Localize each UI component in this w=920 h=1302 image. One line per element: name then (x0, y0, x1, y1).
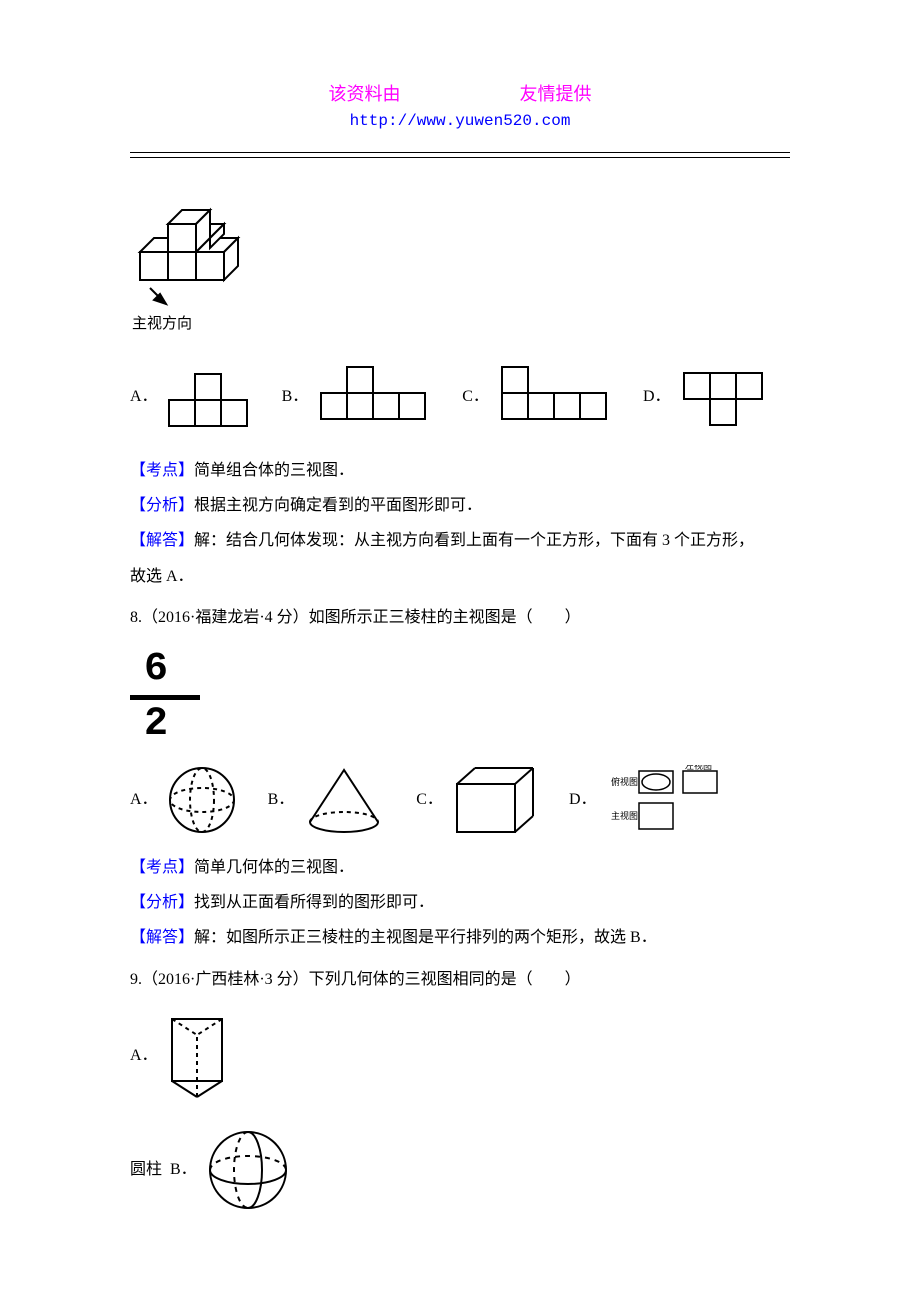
q7-option-c-figure (495, 359, 615, 435)
q8-options-row: A． B． C． (130, 762, 790, 838)
q8-option-d-label: D． (569, 782, 597, 817)
three-views-icon: 俯视图 左视图 主视图 (603, 765, 723, 835)
q8-topic: 【考点】简单几何体的三视图． (130, 850, 790, 885)
q7-option-a-figure (164, 362, 254, 432)
q9-stem: 9.（2016·广西桂林·3 分）下列几何体的三视图相同的是（ ） (130, 962, 790, 997)
q7-option-b-figure (314, 359, 434, 435)
q7-option-b: B． (282, 359, 435, 435)
q7-option-a-label: A． (130, 379, 158, 414)
front-view-label: 主视图 (611, 810, 638, 821)
q8-option-c: C． (416, 762, 541, 838)
q7-answer-line2: 故选 A． (130, 559, 790, 594)
q7-option-c-label: C． (462, 379, 489, 414)
q8-option-b: B． (268, 762, 389, 838)
header-url: http://www.yuwen520.com (130, 112, 790, 130)
q7-option-b-label: B． (282, 379, 309, 414)
q8-answer-text: 解：如图所示正三棱柱的主视图是平行排列的两个矩形，故选 B． (194, 929, 657, 946)
topic-label: 【考点】 (130, 462, 194, 479)
sphere-icon (164, 762, 240, 838)
q7-option-d-figure (677, 359, 777, 435)
q7-topic: 【考点】简单组合体的三视图． (130, 453, 790, 488)
q8-option-a-label: A． (130, 782, 158, 817)
side-view-label: 左视图 (685, 765, 712, 771)
divider-bottom (130, 157, 790, 158)
q8-topic-text: 简单几何体的三视图． (194, 859, 354, 876)
analysis-label: 【分析】 (130, 894, 194, 911)
q7-answer-line1: 【解答】解：结合几何体发现：从主视方向看到上面有一个正方形，下面有 3 个正方形… (130, 523, 790, 558)
q8-stem: 8.（2016·福建龙岩·4 分）如图所示正三棱柱的主视图是（ ） (130, 600, 790, 635)
q8-analysis: 【分析】找到从正面看所得到的图形即可． (130, 885, 790, 920)
q7-analysis-text: 根据主视方向确定看到的平面图形即可． (194, 497, 482, 514)
cone-icon (300, 762, 388, 838)
q8-option-d: D． 俯视图 左视图 主视图 (569, 765, 723, 835)
q7-answer-text1: 解：结合几何体发现：从主视方向看到上面有一个正方形，下面有 3 个正方形， (194, 532, 754, 549)
q7-option-d-label: D． (643, 379, 671, 414)
main-view-direction-label: 主视方向 (132, 308, 790, 341)
cube-composite-figure (130, 180, 250, 310)
q9-option-b-label: 圆柱 B． (130, 1152, 197, 1187)
q8-option-b-label: B． (268, 782, 295, 817)
top-view-label: 俯视图 (611, 776, 638, 787)
q8-answer: 【解答】解：如图所示正三棱柱的主视图是平行排列的两个矩形，故选 B． (130, 920, 790, 955)
fraction-bar (130, 695, 200, 700)
pixelated-fraction-figure: 6 2 (130, 649, 790, 746)
header-source-prefix: 该资料由 (329, 84, 401, 104)
analysis-label: 【分析】 (130, 497, 194, 514)
q7-option-c: C． (462, 359, 615, 435)
q7-analysis: 【分析】根据主视方向确定看到的平面图形即可． (130, 488, 790, 523)
q9-option-b: 圆柱 B． (130, 1125, 790, 1215)
q8-option-a: A． (130, 762, 240, 838)
page-header: 该资料由 友情提供 (130, 80, 790, 106)
fraction-numerator: 6 (144, 649, 790, 691)
q7-option-d: D． (643, 359, 777, 435)
cuboid-icon (449, 762, 541, 838)
triangular-prism-icon (164, 1011, 234, 1101)
q7-option-a: A． (130, 362, 254, 432)
topic-label: 【考点】 (130, 859, 194, 876)
sphere-icon (203, 1125, 293, 1215)
header-source-suffix: 友情提供 (520, 84, 592, 104)
answer-label: 【解答】 (130, 532, 194, 549)
q7-topic-text: 简单组合体的三视图． (194, 462, 354, 479)
q8-analysis-text: 找到从正面看所得到的图形即可． (194, 894, 434, 911)
answer-label: 【解答】 (130, 929, 194, 946)
fraction-denominator: 2 (144, 704, 790, 746)
document-body: 主视方向 A． B． (130, 180, 790, 1215)
q7-options-row: A． B． (130, 359, 790, 435)
q9-option-a-label: A． (130, 1038, 158, 1073)
divider-top (130, 152, 790, 153)
q9-option-a: A． (130, 1011, 790, 1101)
q8-option-c-label: C． (416, 782, 443, 817)
